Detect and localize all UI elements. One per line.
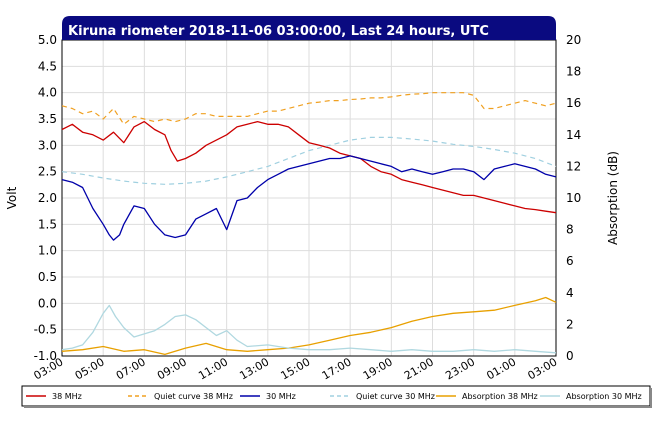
y2-axis-title: Absorption (dB) — [606, 151, 620, 245]
y-tick-label: 1.0 — [38, 244, 57, 258]
legend-shadow-bottom — [24, 406, 652, 408]
y2-tick-label: 14 — [566, 128, 581, 142]
title-bar: Kiruna riometer 2018-11-06 03:00:00, Las… — [62, 16, 556, 40]
y2-tick-label: 0 — [566, 349, 574, 363]
y2-tick-label: 10 — [566, 191, 581, 205]
y2-tick-label: 16 — [566, 96, 581, 110]
series-line-5 — [61, 304, 557, 354]
y2-tick-label: 8 — [566, 223, 574, 237]
legend-label-5: Absorption 30 MHz — [566, 392, 642, 401]
y-tick-label: 0.0 — [38, 296, 57, 310]
y2-tick-label: 2 — [566, 317, 574, 331]
series-line-1 — [61, 92, 557, 125]
y-tick-label: -1.0 — [34, 349, 57, 363]
series-line-0 — [61, 120, 557, 214]
y-tick-label: 0.5 — [38, 270, 57, 284]
y-tick-label: 2.5 — [38, 165, 57, 179]
legend-label-3: Quiet curve 30 MHz — [356, 392, 435, 401]
y2-tick-label: 4 — [566, 286, 574, 300]
title-background — [62, 16, 556, 40]
y-tick-label: 4.5 — [38, 59, 57, 73]
series-line-4 — [61, 296, 557, 356]
y-tick-label: 3.0 — [38, 138, 57, 152]
y-tick-label: 3.5 — [38, 112, 57, 126]
legend-label-2: 30 MHz — [266, 392, 296, 401]
series-line-3 — [61, 136, 557, 185]
legend-label-4: Absorption 38 MHz — [462, 392, 538, 401]
y-tick-label: 5.0 — [38, 33, 57, 47]
y2-tick-label: 20 — [566, 33, 581, 47]
y-axis-title: Volt — [5, 186, 19, 209]
y2-tick-label: 18 — [566, 65, 581, 79]
y2-tick-label: 12 — [566, 159, 581, 173]
y-tick-label: 1.5 — [38, 217, 57, 231]
legend-label-0: 38 MHz — [52, 392, 82, 401]
y-tick-label: 4.0 — [38, 86, 57, 100]
y-tick-label: -0.5 — [34, 323, 57, 337]
series-line-2 — [61, 155, 557, 241]
y2-tick-label: 6 — [566, 254, 574, 268]
series-lines — [61, 92, 557, 356]
y-tick-label: 2.0 — [38, 191, 57, 205]
chart-title: Kiruna riometer 2018-11-06 03:00:00, Las… — [68, 24, 489, 39]
y-axis-ticks: 5.0 4.5 4.0 3.5 3.0 2.5 2.0 1.5 1.0 0.5 0.0 -0.5 -1.… — [34, 33, 57, 363]
legend-shadow-right — [650, 388, 652, 408]
legend-label-1: Quiet curve 38 MHz — [154, 392, 233, 401]
legend: 38 MHz Quiet curve 38 MHz 30 MHz Quiet curv… — [21, 385, 652, 408]
